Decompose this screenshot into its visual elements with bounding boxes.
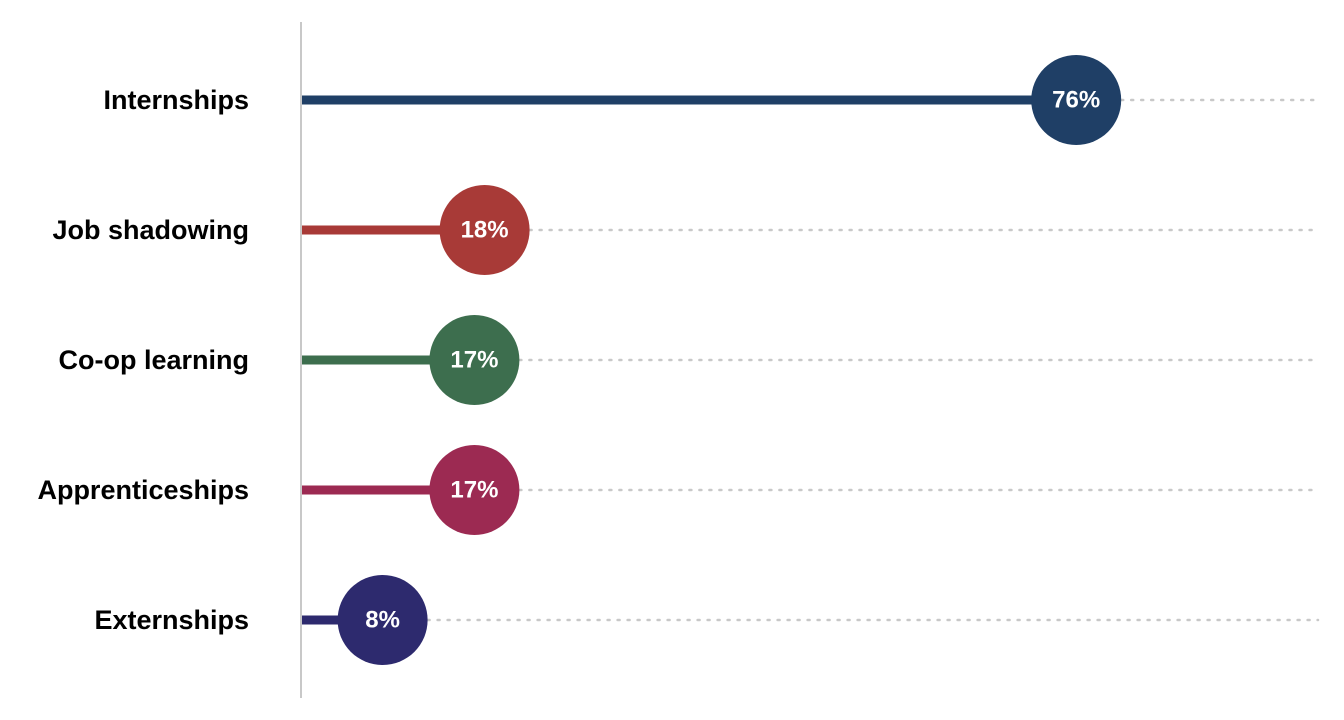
value-label-internships: 76% [1052,87,1100,114]
category-label-internships: Internships [103,85,249,115]
value-label-co-op-learning: 17% [450,347,498,374]
guide-lines [426,98,1320,622]
dot-apprenticeships [429,445,520,535]
value-label-apprenticeships: 17% [450,477,498,504]
lollipop-dots: 76% 18% 17% 17% 8% [337,55,1122,665]
category-labels: Internships Job shadowing Co-op learning Ap… [37,85,249,635]
category-label-co-op-learning: Co-op learning [59,345,250,375]
dot-externships [337,575,428,665]
category-label-externships: Externships [94,605,249,635]
dot-internships [1031,55,1122,145]
value-label-job-shadowing: 18% [461,217,509,244]
dot-job-shadowing [439,185,530,275]
dot-co-op-learning [429,315,520,405]
value-label-externships: 8% [365,607,400,634]
category-label-job-shadowing: Job shadowing [52,215,249,245]
category-label-apprenticeships: Apprenticeships [37,475,249,505]
